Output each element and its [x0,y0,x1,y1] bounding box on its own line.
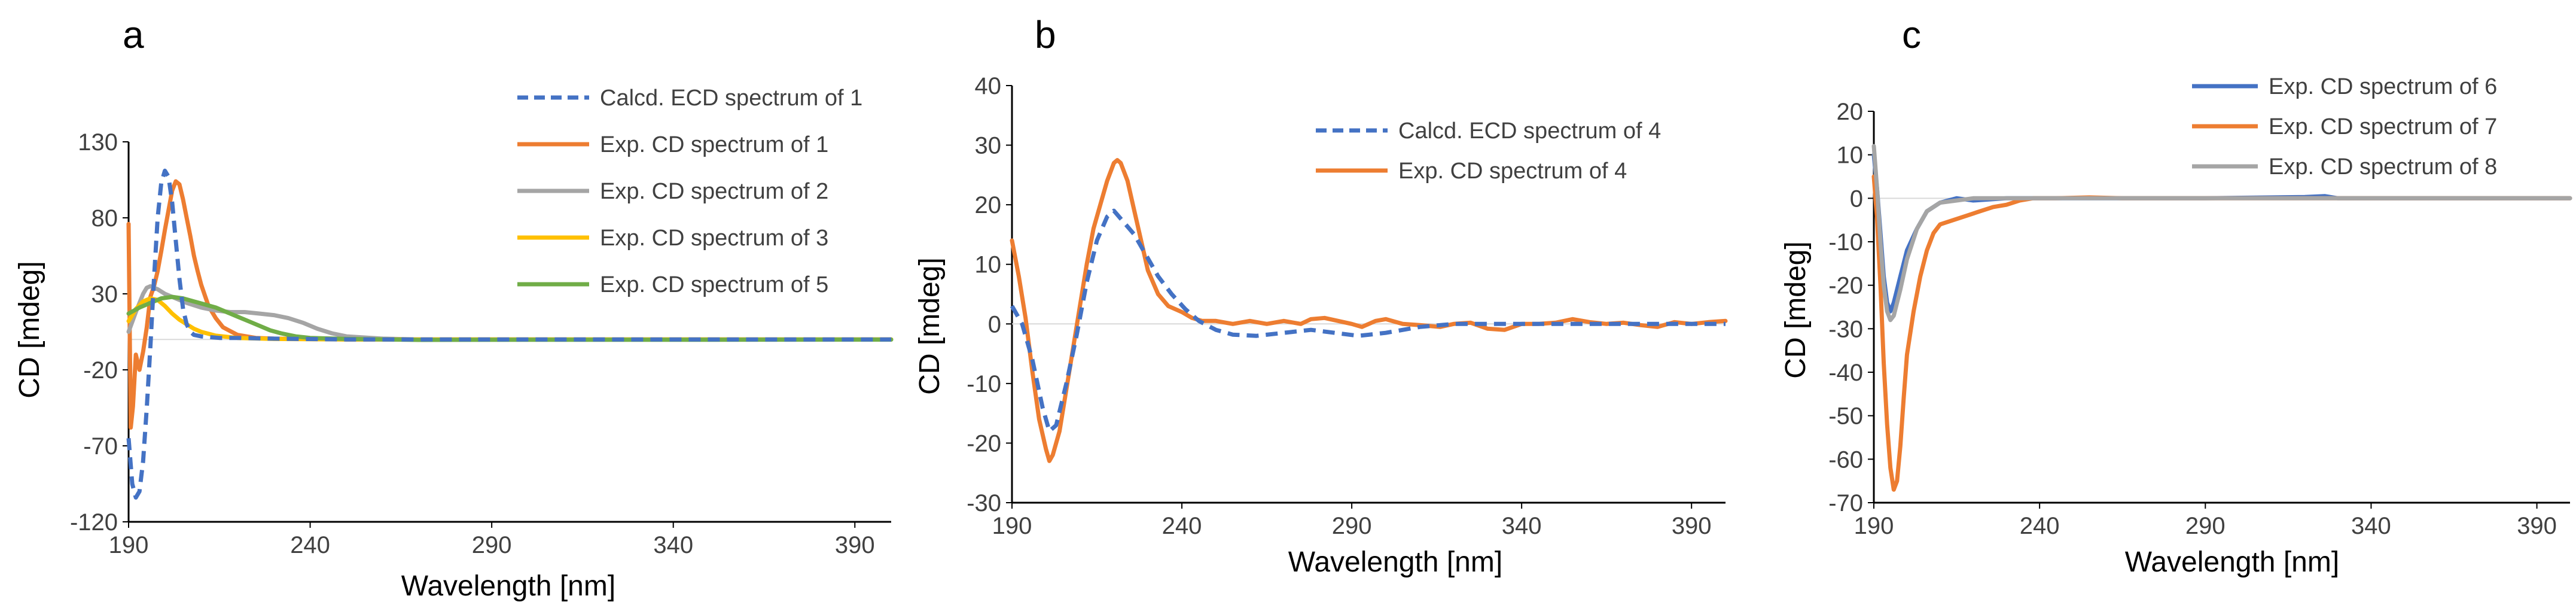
legend-label-b-2: Exp. CD spectrum of 4 [1398,159,1627,184]
y-axis-title-b: CD [mdeg] [914,257,946,394]
legend-b: Calcd. ECD spectrum of 4 Exp. CD spectrum… [1316,118,1661,184]
legend-label-c-3: Exp. CD spectrum of 8 [2269,154,2497,180]
y-tick-label-b: 10 [975,252,1002,278]
y-tick-label-a: -20 [83,357,118,384]
legend-label-c-2: Exp. CD spectrum of 7 [2269,114,2497,139]
x-tick-label-a: 390 [835,532,875,558]
x-tick-label-c: 290 [2185,513,2226,539]
x-axis-title-c: Wavelength [nm] [2125,546,2339,578]
x-tick-label-a: 240 [290,532,330,558]
y-tick-label-c: -40 [1828,360,1863,386]
y-axis-title-a: CD [mdeg] [14,261,45,398]
panel-label-c: c [1902,13,1921,56]
legend-label-a-3: Exp. CD spectrum of 2 [600,179,828,204]
y-tick-label-a: 130 [78,129,118,156]
panel-label-b: b [1035,13,1056,56]
x-axis-title-a: Wavelength [nm] [401,570,615,602]
x-tick-label-b: 390 [1672,513,1712,539]
series-group-a [126,168,894,500]
x-tick-label-c: 390 [2517,513,2557,539]
y-axis-title-c: CD [mdeg] [1780,241,1812,378]
x-tick-label-c: 190 [1854,513,1894,539]
series-line-a-1 [126,168,891,500]
legend-label-a-5: Exp. CD spectrum of 5 [600,272,828,297]
series-group-c [1871,144,2572,492]
x-tick-label-a: 190 [109,532,149,558]
x-tick-label-b: 240 [1162,513,1202,539]
y-tick-label-c: -70 [1828,490,1863,516]
y-tick-label-b: 30 [975,133,1002,159]
legend-label-a-2: Exp. CD spectrum of 1 [600,132,828,157]
y-tick-label-c: -20 [1828,273,1863,299]
y-tick-label-b: 0 [988,311,1001,338]
y-tick-label-c: 20 [1837,99,1864,125]
series-group-b [1010,158,1728,463]
x-tick-label-b: 290 [1332,513,1372,539]
y-tick-label-b: -20 [967,430,1001,457]
panel-label-a: a [123,13,144,56]
y-tick-label-b: -10 [967,371,1001,397]
legend-label-b-1: Calcd. ECD spectrum of 4 [1398,118,1661,144]
y-tick-label-c: 0 [1850,186,1863,212]
y-tick-label-c: -60 [1828,446,1863,473]
y-tick-label-c: -10 [1828,229,1863,256]
x-tick-label-b: 190 [992,513,1032,539]
y-tick-label-a: -120 [70,509,118,536]
y-tick-label-a: -70 [83,433,118,460]
y-tick-label-a: 30 [92,281,118,308]
x-tick-label-c: 240 [2020,513,2060,539]
legend-label-a-4: Exp. CD spectrum of 3 [600,226,828,251]
y-tick-label-b: -30 [967,490,1001,516]
y-tick-label-c: -50 [1828,403,1863,430]
y-tick-label-c: -30 [1828,316,1863,342]
legend-c: Exp. CD spectrum of 6 Exp. CD spectrum of… [2192,74,2497,180]
y-tick-label-b: 20 [975,192,1002,218]
y-tick-label-a: 80 [92,205,118,232]
legend-label-c-1: Exp. CD spectrum of 6 [2269,74,2497,99]
y-tick-label-c: 10 [1837,142,1864,169]
legend-a: Calcd. ECD spectrum of 1 Exp. CD spectrum… [517,86,862,297]
x-tick-label-a: 340 [653,532,693,558]
series-line-b-1 [1010,208,1726,433]
legend-label-a-1: Calcd. ECD spectrum of 1 [600,86,862,111]
x-tick-label-a: 290 [472,532,512,558]
series-line-c-3 [1871,144,2572,323]
x-axis-title-b: Wavelength [nm] [1288,546,1502,578]
x-tick-label-c: 340 [2351,513,2391,539]
y-tick-label-b: 40 [975,73,1002,99]
x-tick-label-b: 340 [1502,513,1542,539]
